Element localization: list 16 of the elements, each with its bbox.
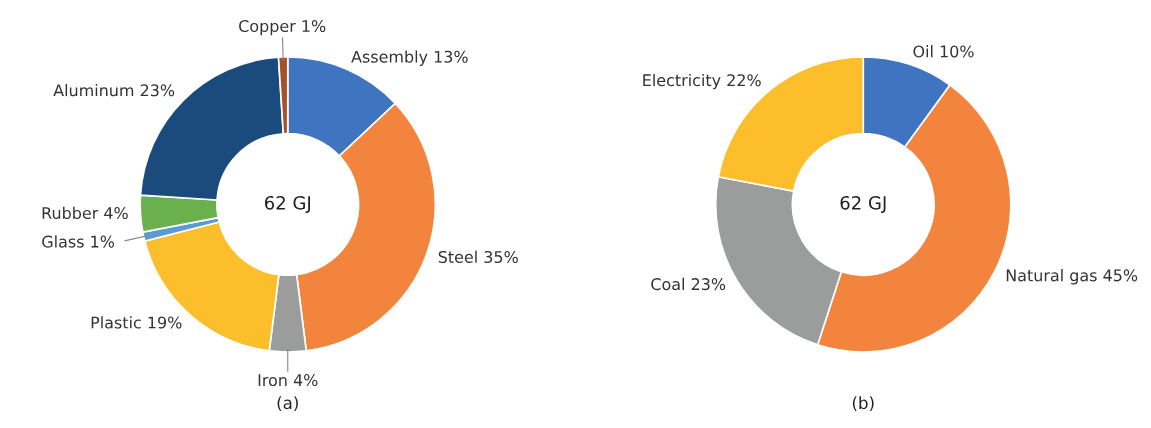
slice-label: Assembly 13% xyxy=(351,50,468,66)
text: 62 GJ xyxy=(265,195,310,213)
slice-label: Glass 1% xyxy=(42,235,115,248)
text: (a) xyxy=(277,396,298,412)
slice-label: Natural gas 45% xyxy=(1006,269,1138,285)
slice-label: Steel 35% xyxy=(438,250,518,264)
text: (b) xyxy=(852,396,874,412)
slice-label: Plastic 19% xyxy=(91,316,182,329)
slice-label: Oil 10% xyxy=(913,45,974,58)
slice-label: Rubber 4% xyxy=(42,206,128,220)
slice-label: Electricity 22% xyxy=(643,73,761,90)
slice-label: Iron 4% xyxy=(258,374,318,387)
slice-label: Aluminum 23% xyxy=(53,83,175,97)
slice-label: Copper 1% xyxy=(239,19,326,36)
text: 62 GJ xyxy=(840,195,886,213)
slice-label: Coal 23% xyxy=(651,277,726,291)
